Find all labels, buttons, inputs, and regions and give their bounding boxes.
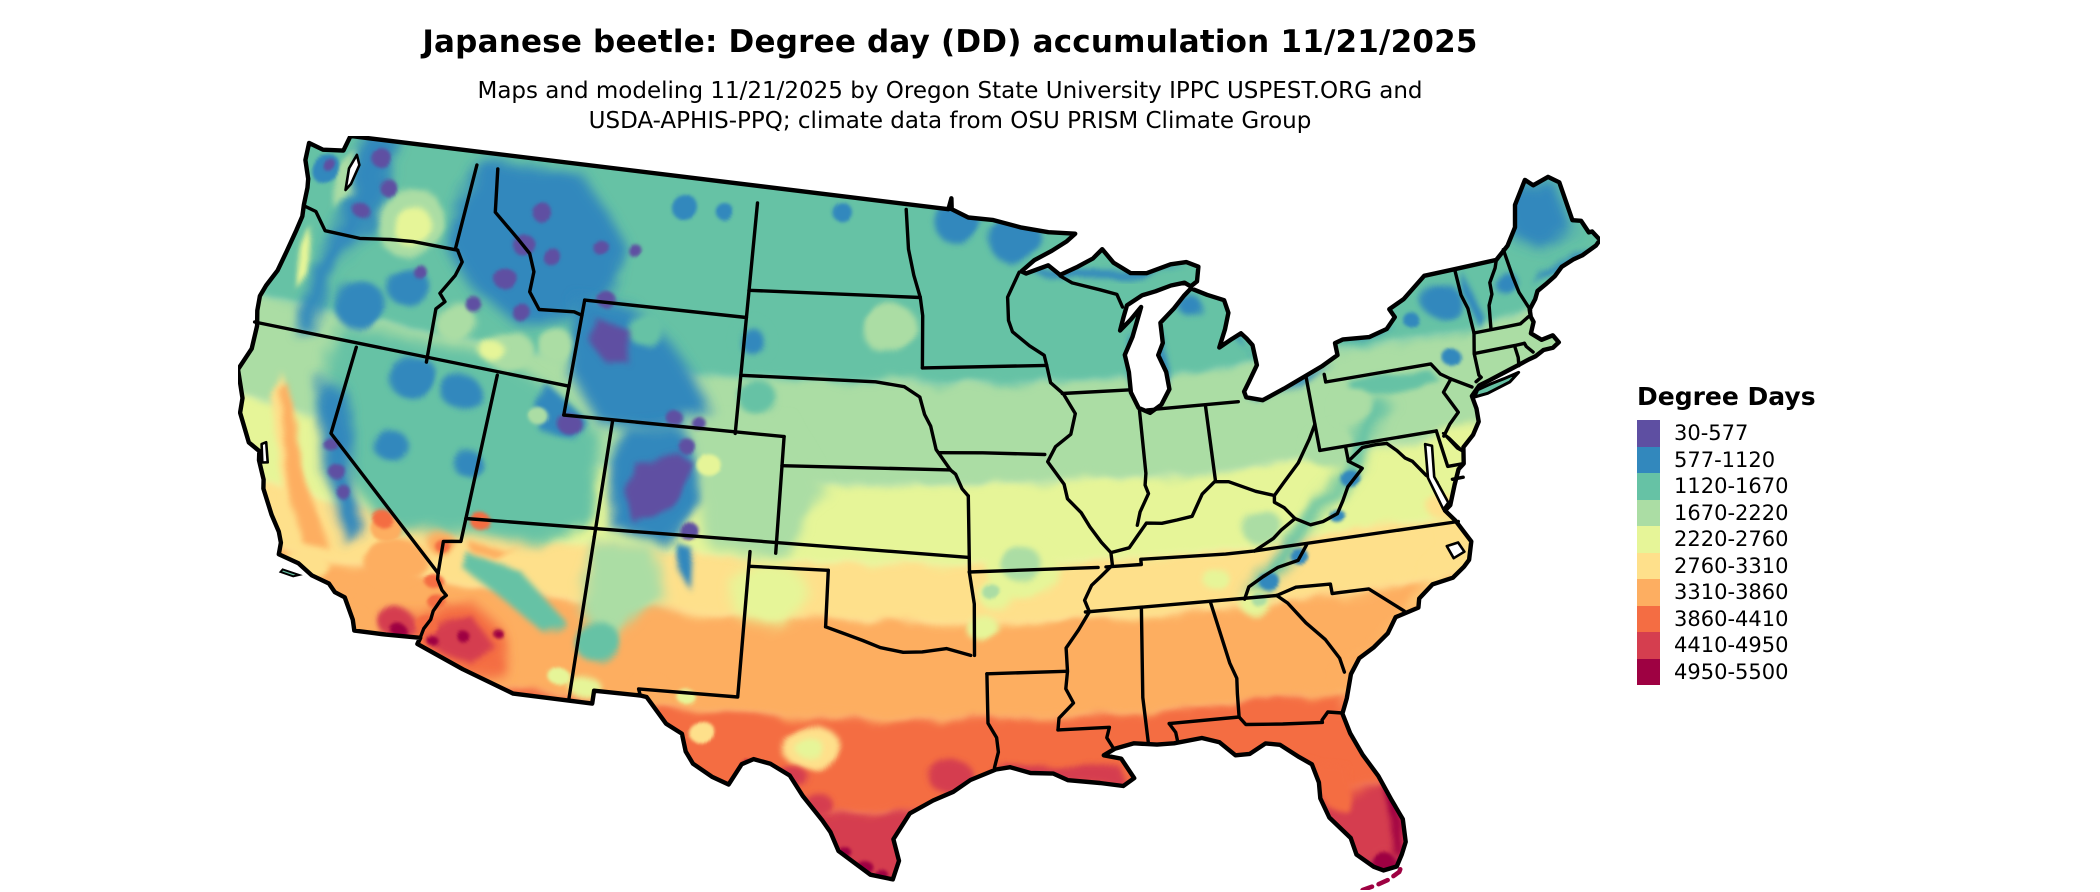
legend-item: 30-577 <box>1637 420 1816 447</box>
legend-swatch <box>1637 632 1660 659</box>
state-borders <box>252 163 1535 770</box>
legend-swatch <box>1637 605 1660 632</box>
page-subtitle: Maps and modeling 11/21/2025 by Oregon S… <box>0 76 1900 136</box>
legend-item: 2220-2760 <box>1637 526 1816 553</box>
channel-islands <box>278 568 303 578</box>
legend-label: 4950-5500 <box>1674 659 1789 684</box>
degree-day-raster <box>238 136 1600 880</box>
legend-swatch <box>1637 499 1660 526</box>
legend-item: 4950-5500 <box>1637 658 1816 685</box>
legend-items: 30-577 577-1120 1120-1670 1670-2220 2220-276… <box>1637 420 1816 685</box>
map-legend: Degree Days 30-577 577-1120 1120-1670 1670-… <box>1637 382 1816 685</box>
legend-item: 3310-3860 <box>1637 579 1816 606</box>
legend-label: 4410-4950 <box>1674 633 1789 658</box>
legend-item: 2760-3310 <box>1637 552 1816 579</box>
legend-label: 1120-1670 <box>1674 474 1789 499</box>
legend-item: 1120-1670 <box>1637 473 1816 500</box>
legend-swatch <box>1637 658 1660 685</box>
page-title: Japanese beetle: Degree day (DD) accumul… <box>422 24 1478 60</box>
legend-swatch <box>1637 420 1660 447</box>
legend-swatch <box>1637 526 1660 553</box>
legend-swatch <box>1637 552 1660 579</box>
legend-label: 2760-3310 <box>1674 553 1789 578</box>
legend-swatch <box>1637 446 1660 473</box>
header: Japanese beetle: Degree day (DD) accumul… <box>0 0 1900 136</box>
legend-label: 30-577 <box>1674 421 1749 446</box>
long-island <box>1473 370 1521 399</box>
legend-item: 3860-4410 <box>1637 605 1816 632</box>
legend-swatch <box>1637 579 1660 606</box>
legend-label: 577-1120 <box>1674 447 1776 472</box>
us-degree-day-map <box>238 136 1600 890</box>
legend-item: 1670-2220 <box>1637 499 1816 526</box>
legend-label: 3860-4410 <box>1674 606 1789 631</box>
subtitle-line-2: USDA-APHIS-PPQ; climate data from OSU PR… <box>588 108 1312 134</box>
legend-item: 4410-4950 <box>1637 632 1816 659</box>
legend-item: 577-1120 <box>1637 446 1816 473</box>
legend-label: 3310-3860 <box>1674 580 1789 605</box>
subtitle-line-1: Maps and modeling 11/21/2025 by Oregon S… <box>477 78 1423 104</box>
florida-keys <box>1360 861 1405 890</box>
legend-title: Degree Days <box>1637 382 1816 411</box>
legend-swatch <box>1637 473 1660 500</box>
legend-label: 2220-2760 <box>1674 527 1789 552</box>
us-outline <box>238 136 1600 882</box>
legend-label: 1670-2220 <box>1674 500 1789 525</box>
